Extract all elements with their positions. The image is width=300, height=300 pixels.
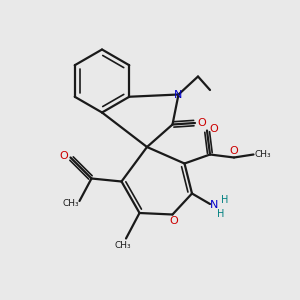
Text: N: N (174, 89, 183, 100)
Text: O: O (169, 216, 178, 226)
Text: CH₃: CH₃ (255, 150, 272, 159)
Text: CH₃: CH₃ (115, 241, 131, 250)
Text: O: O (229, 146, 238, 156)
Text: H: H (221, 195, 228, 206)
Text: N: N (210, 200, 219, 211)
Text: H: H (217, 208, 224, 219)
Text: O: O (59, 151, 68, 161)
Text: O: O (197, 118, 206, 128)
Text: O: O (209, 124, 218, 134)
Text: CH₃: CH₃ (63, 199, 80, 208)
